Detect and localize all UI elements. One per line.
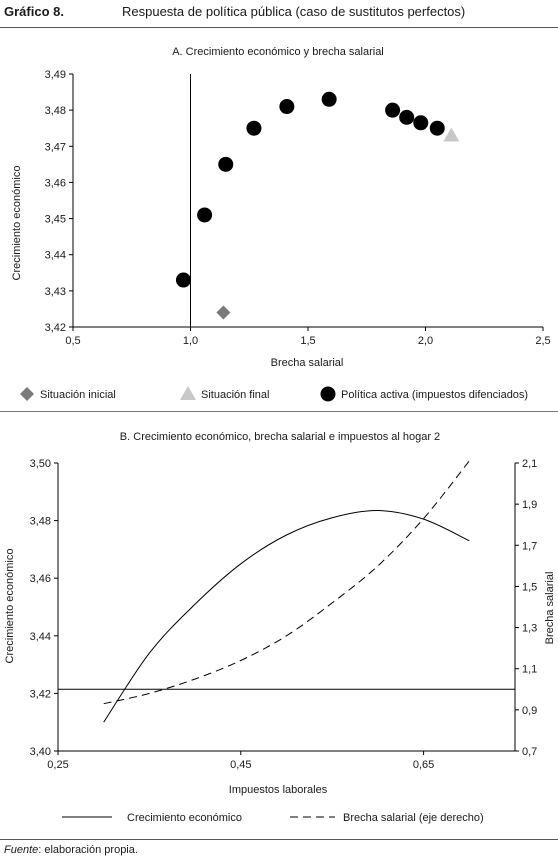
chart-a-title: A. Crecimiento económico y brecha salari… [172,46,384,58]
chart-b-legend-label: Brecha salarial (eje derecho) [343,812,484,824]
chart-b-y-tick-label-left: 3,50 [30,458,51,470]
chart-a-y-tick-label: 3,42 [45,322,66,334]
chart-b-x-tick-label: 0,45 [230,759,251,771]
chart-b-title: B. Crecimiento económico, brecha salaria… [120,431,440,443]
chart-a-ylabel: Crecimiento económico [11,166,23,281]
chart-a-x-tick-label: 1,0 [183,335,198,347]
chart-a-legend-marker [20,387,34,401]
chart-a: A. Crecimiento económico y brecha salari… [11,46,551,402]
chart-b-series-crecimiento-line [103,510,470,723]
chart-a-x-tick-label: 0,5 [65,335,80,347]
chart-a-legend-marker [180,386,196,400]
chart-a-point [399,109,415,125]
chart-b-ylabel-right: Brecha salarial [544,572,556,645]
chart-b-y-tick-label-right: 1,7 [522,540,537,552]
chart-b-y-tick-label-left: 3,46 [30,573,51,585]
chart-a-y-tick-label: 3,43 [45,286,66,298]
chart-b-y-tick-label-right: 1,1 [522,664,537,676]
chart-b-ylabel-left: Crecimiento económico [4,549,16,664]
chart-a-point [321,91,337,107]
chart-a-point [216,305,231,320]
chart-a-legend-label: Situación inicial [40,389,116,401]
chart-b-y-tick-label-right: 0,7 [522,746,537,758]
chart-b-y-tick-label-left: 3,48 [30,516,51,528]
chart-b-y-tick-label-right: 2,1 [522,458,537,470]
chart-a-x-tick-label: 1,5 [300,335,315,347]
chart-a-x-tick-label: 2,0 [418,335,433,347]
chart-b-y-tick-label-right: 0,9 [522,705,537,717]
chart-a-point [246,120,262,136]
middle-rule [0,411,558,412]
chart-b-x-tick-label: 0,65 [413,759,434,771]
bottom-rule [0,839,558,840]
chart-a-x-tick-label: 2,5 [535,335,550,347]
chart-a-y-tick-label: 3,48 [45,105,66,117]
chart-b-xlabel: Impuestos laborales [229,784,328,796]
chart-b-legend-label: Crecimiento económico [127,812,242,824]
chart-a-xlabel: Brecha salarial [271,357,344,369]
chart-b-y-tick-label-right: 1,3 [522,623,537,635]
chart-a-legend-marker [320,386,336,402]
chart-b-y-tick-label-left: 3,40 [30,746,51,758]
chart-a-legend-label: Política activa (impuestos difenciados) [341,389,528,401]
chart-a-point [429,120,445,136]
chart-b-y-tick-label-right: 1,9 [522,499,537,511]
chart-b-y-tick-label-left: 3,42 [30,688,51,700]
source-label: Fuente [4,844,39,856]
chart-a-point [175,272,191,288]
chart-b-x-tick-label: 0,25 [47,759,68,771]
chart-a-point [218,156,234,172]
chart-a-y-tick-label: 3,47 [45,141,66,153]
chart-a-point [385,102,401,118]
chart-b-y-tick-label-right: 1,5 [522,581,537,593]
chart-b-y-tick-label-left: 3,44 [30,631,51,643]
chart-b: B. Crecimiento económico, brecha salaria… [4,431,556,824]
figure-label: Gráfico 8. [4,4,64,19]
source-text: : elaboración propia. [38,844,138,856]
chart-a-y-tick-label: 3,45 [45,214,66,226]
chart-a-y-tick-label: 3,46 [45,177,66,189]
chart-b-series-brecha-line [103,460,470,705]
figure-title: Respuesta de política pública (caso de s… [122,4,466,19]
chart-a-y-tick-label: 3,44 [45,250,66,262]
top-rule [0,27,558,28]
chart-a-point [443,127,460,142]
source-note: Fuente: elaboración propia. [4,844,138,856]
chart-a-legend-label: Situación final [201,389,270,401]
chart-a-point [279,99,295,115]
chart-a-point [197,207,213,223]
chart-a-y-tick-label: 3,49 [45,69,66,81]
chart-a-point [413,115,429,131]
